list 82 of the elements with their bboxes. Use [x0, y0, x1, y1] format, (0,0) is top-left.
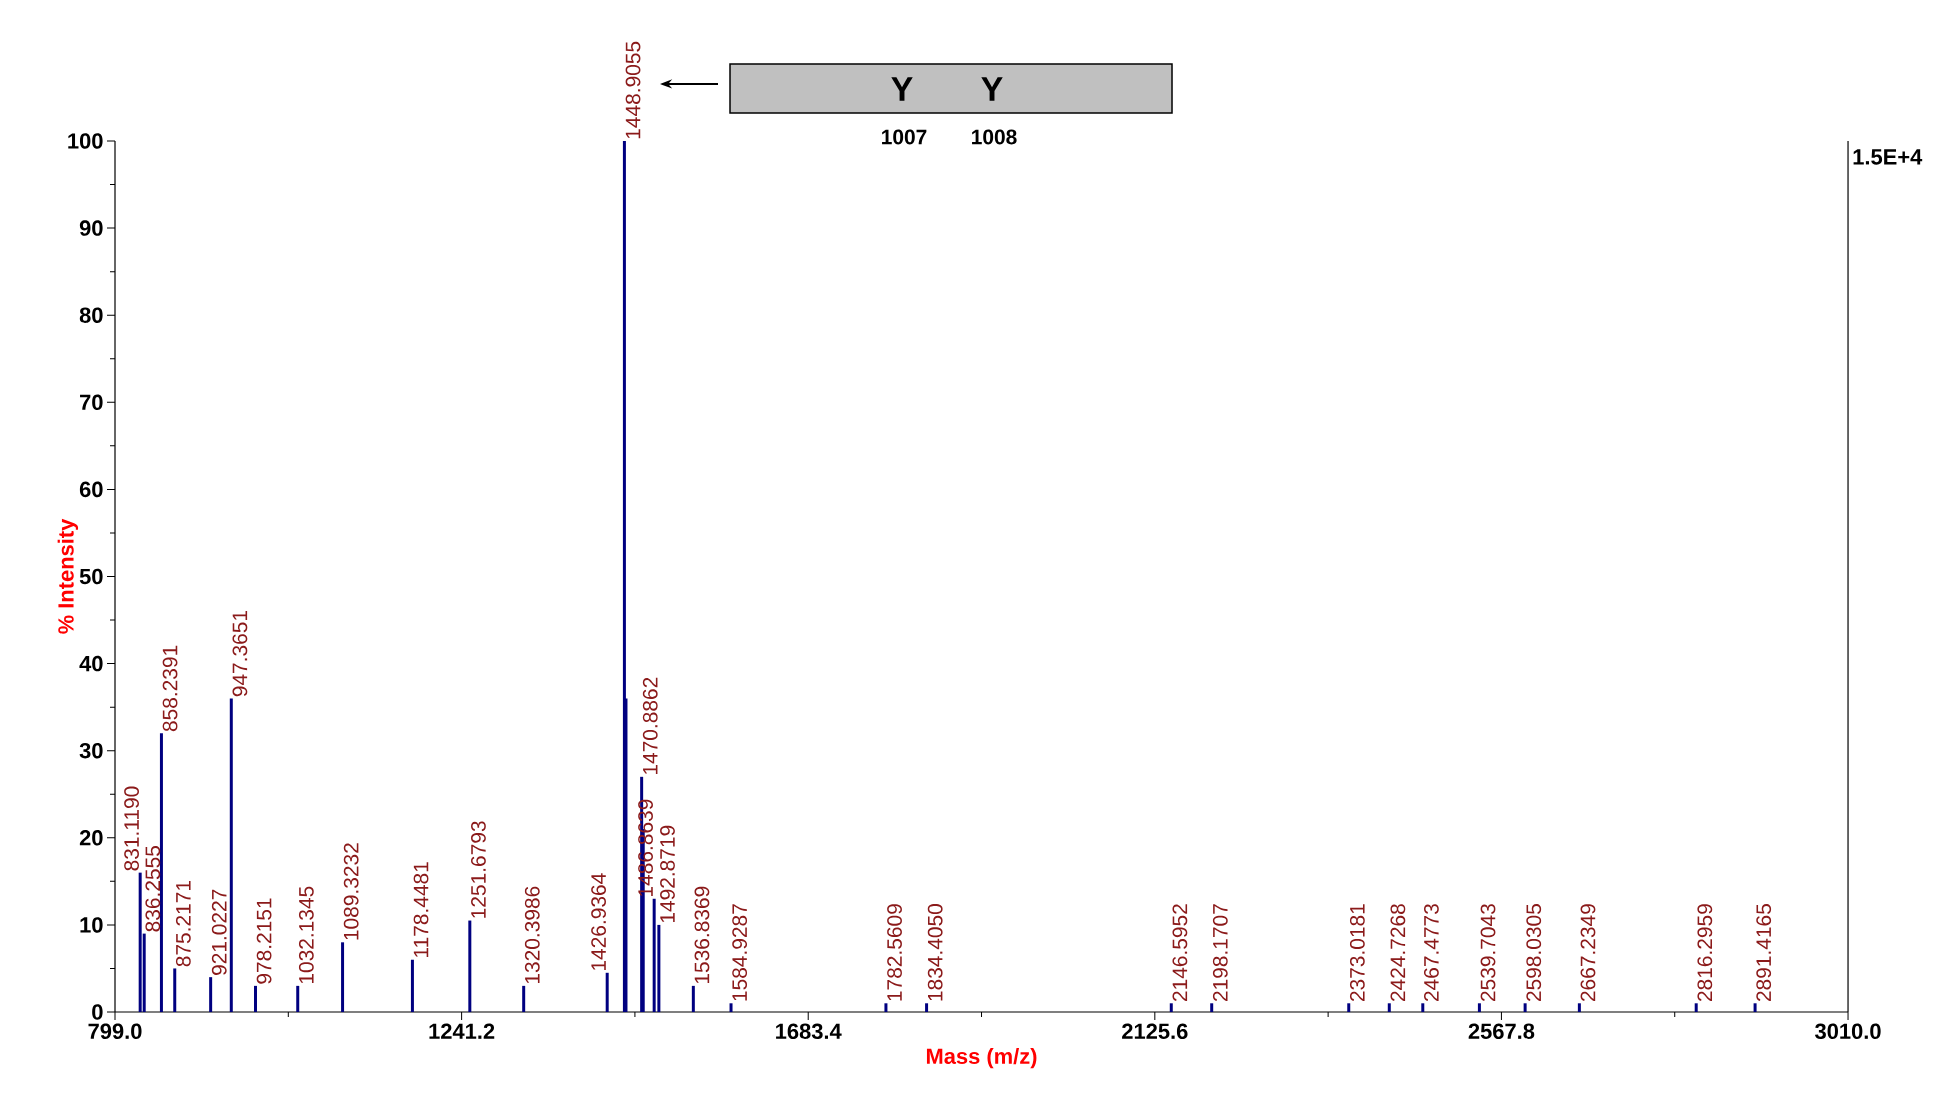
x-axis-title: Mass (m/z): [926, 1047, 1037, 1069]
bar: [1421, 1003, 1425, 1012]
annotation: 2539.7043: [1480, 904, 1496, 1002]
bar: [1523, 1003, 1527, 1012]
bar: [341, 942, 345, 1012]
y-tick-label: 70: [80, 394, 103, 411]
y-tick-label: 10: [80, 917, 103, 933]
y-tick-label: 60: [79, 481, 103, 498]
annotation: 1251.6793: [471, 821, 486, 918]
annotation: 921.0227: [211, 889, 227, 975]
annotation: 1089.3232: [343, 843, 359, 940]
y-tick-label: 50: [79, 568, 103, 585]
x-tick-label: 3010.0: [1815, 1023, 1881, 1040]
bar: [1210, 1003, 1214, 1012]
y-tick-label: 90: [79, 220, 103, 236]
bar: [884, 1003, 888, 1012]
bar: [1753, 1003, 1757, 1012]
y-tick-label: 40: [79, 655, 103, 672]
annotation: 2373.0181: [1349, 904, 1365, 1002]
text: Y: [891, 77, 913, 101]
annotation: 1007: [882, 129, 927, 145]
annotation: 1492.8719: [660, 825, 675, 923]
bar: [1477, 1003, 1481, 1012]
annotation: 1584.9287: [732, 904, 748, 1001]
annotation: 858.2391: [162, 645, 178, 732]
annotation: 1536.8369: [694, 886, 710, 984]
bar: [1169, 1003, 1173, 1012]
bar: [229, 698, 233, 1012]
y-tick-label: 100: [68, 133, 103, 149]
bar: [729, 1003, 733, 1012]
bar: [1387, 1003, 1391, 1012]
annotation: 1782.5609: [887, 904, 902, 1001]
x-tick-label: 1241.2: [429, 1023, 495, 1039]
bar: [1694, 1003, 1698, 1012]
y-tick-label: 30: [79, 742, 103, 759]
annotation: 2891.4165: [1756, 904, 1772, 1002]
annotation: 836.2555: [145, 846, 161, 932]
y-tick-label: 20: [79, 830, 103, 846]
annotation: 1032.1345: [298, 886, 314, 984]
bar: [522, 985, 526, 1012]
annotation: 2467.4773: [1423, 904, 1439, 1002]
annotation: 875.2171: [175, 881, 191, 967]
text: 1.5E+4: [1853, 149, 1923, 165]
bar: [1347, 1003, 1351, 1012]
annotation: 2146.5952: [1172, 904, 1188, 1002]
bar: [173, 968, 177, 1012]
bar: [159, 733, 163, 1012]
bar: [296, 985, 300, 1012]
bar: [468, 920, 472, 1012]
x-tick-label: 1683.4: [776, 1023, 842, 1040]
x-tick-label: 799.0: [88, 1023, 142, 1040]
annotation: 1178.4481: [413, 862, 429, 957]
y-tick-label: 80: [79, 307, 103, 323]
annotation: 2424.7268: [1390, 904, 1406, 1002]
annotation: 831.1190: [124, 786, 139, 871]
annotation: 1448.9055: [625, 41, 641, 139]
bar: [691, 985, 695, 1012]
annotation: 1320.3986: [524, 886, 540, 984]
x-tick-label: 2567.8: [1468, 1023, 1535, 1040]
annotation: 1426.9364: [591, 873, 606, 971]
annotation: 2598.0305: [1526, 904, 1542, 1002]
y-tick-label: 0: [92, 1004, 103, 1020]
annotation: 2816.2959: [1697, 904, 1713, 1002]
annotation: 947.3651: [232, 611, 248, 697]
annotation: 1486.8639: [638, 799, 653, 896]
bar: [209, 977, 213, 1012]
x-tick-label: 2125.6: [1122, 1023, 1188, 1040]
bar: [410, 959, 414, 1012]
annotation: 2667.2349: [1580, 904, 1596, 1002]
bar: [652, 898, 656, 1012]
bar: [253, 985, 257, 1012]
annotation: 1470.8862: [642, 677, 658, 775]
y-axis-title: % Intensity: [57, 518, 79, 634]
annotation: 1834.4050: [927, 904, 943, 1001]
annotation: 978.2151: [256, 898, 272, 984]
bar: [138, 872, 142, 1012]
bar: [605, 972, 609, 1012]
bar: [1577, 1003, 1581, 1012]
annotation: 2198.1707: [1212, 904, 1228, 1002]
bar: [925, 1003, 929, 1012]
text: Y: [981, 77, 1003, 101]
annotation: 1008: [972, 129, 1017, 145]
